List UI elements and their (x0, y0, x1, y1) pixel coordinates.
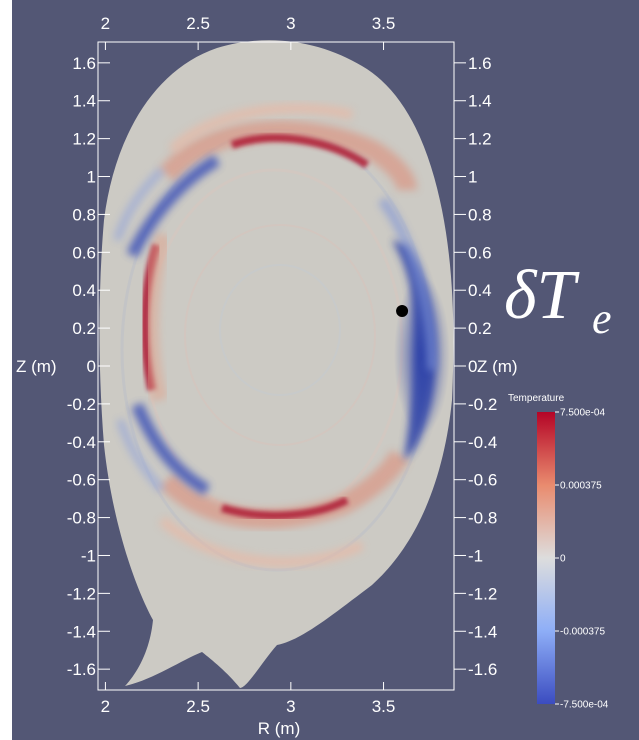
colorbar-title: Temperature (508, 393, 565, 404)
y-tick-label-right-6: 0.4 (468, 281, 492, 300)
y-tick-label-left-11: -0.6 (67, 471, 96, 490)
colorbar-gradient (537, 412, 555, 704)
y-tick-label-left-9: -0.2 (67, 395, 96, 414)
y-tick-label-left-3: 1 (87, 168, 96, 187)
y-tick-label-right-16: -1.6 (468, 660, 497, 679)
y-tick-label-left-7: 0.2 (72, 319, 96, 338)
y-ticks: 1.6 1.6 1.4 1.4 1.2 1.2 1 1 0.8 0.8 0.6 0.6 0.4 0.4 0.… (67, 54, 498, 679)
x-tick-label-bottom-1: 2.5 (186, 697, 210, 716)
y-tick-label-left-0: 1.6 (72, 54, 96, 73)
plasma-boundary (99, 40, 454, 688)
y-tick-label-left-15: -1.4 (67, 622, 96, 641)
colorbar: Temperature 7.500e-04 0.000375 0 -0.000375 -… (508, 393, 609, 711)
lower-left-blue-band (131, 402, 211, 496)
y-tick-label-left-4: 0.8 (72, 205, 96, 224)
y-tick-label-right-11: -0.6 (468, 471, 497, 490)
x-tick-label-top-0: 2 (101, 14, 110, 33)
y-tick-label-right-5: 0.6 (468, 243, 492, 262)
y-tick-label-right-8: 0 (468, 357, 477, 376)
y-tick-label-left-16: -1.6 (67, 660, 96, 679)
y-axis-title-left: Z (m) (16, 357, 57, 376)
y-tick-label-left-6: 0.4 (72, 281, 96, 300)
field-label-subscript: e (592, 294, 612, 343)
y-tick-label-left-5: 0.6 (72, 243, 96, 262)
x-tick-label-bottom-0: 2 (101, 697, 110, 716)
y-tick-label-left-2: 1.2 (72, 130, 96, 149)
y-tick-label-right-10: -0.4 (468, 433, 497, 452)
colorbar-label-1: 0.000375 (560, 481, 602, 492)
x-tick-label-top-2: 3 (286, 14, 295, 33)
y-tick-label-right-13: -1 (468, 546, 483, 565)
plasma-cross-section-plot: 2 2 2.5 2.5 3 3 3.5 3.5 1.6 1.6 1.4 1.4 1.2 1.2 1 1 0.8… (16, 14, 612, 738)
y-tick-label-right-0: 1.6 (468, 54, 492, 73)
x-tick-label-top-1: 2.5 (186, 14, 210, 33)
y-tick-label-right-4: 0.8 (468, 205, 492, 224)
x-tick-label-bottom-3: 3.5 (372, 697, 396, 716)
top-red-arc (159, 120, 417, 192)
y-tick-label-left-12: -0.8 (67, 509, 96, 528)
y-tick-label-right-1: 1.4 (468, 92, 492, 111)
colorbar-label-3: -0.000375 (560, 627, 605, 638)
figure-frame: 2 2 2.5 2.5 3 3 3.5 3.5 1.6 1.6 1.4 1.4 1.2 1.2 1 1 0.8… (12, 0, 639, 740)
x-tick-label-bottom-2: 3 (286, 697, 295, 716)
field-label: δT e (504, 257, 612, 343)
y-tick-label-right-2: 1.2 (468, 130, 492, 149)
x-tick-label-top-3: 3.5 (372, 14, 396, 33)
axes-group: 2 2 2.5 2.5 3 3 3.5 3.5 1.6 1.6 1.4 1.4 1.2 1.2 1 1 0.8… (16, 14, 518, 738)
field-label-main: δT (504, 257, 581, 334)
colorbar-label-2: 0 (560, 554, 566, 565)
y-tick-label-right-15: -1.4 (468, 622, 497, 641)
y-tick-label-left-10: -0.4 (67, 433, 96, 452)
colorbar-label-0: 7.500e-04 (560, 408, 605, 419)
y-tick-label-right-9: -0.2 (468, 395, 497, 414)
y-tick-label-left-1: 1.4 (72, 92, 96, 111)
upper-left-blue-band (126, 154, 221, 258)
colorbar-label-4: -7.500e-04 (560, 700, 609, 711)
y-axis-title-right: Z (m) (477, 357, 518, 376)
y-tick-label-right-7: 0.2 (468, 319, 492, 338)
y-tick-label-left-8: 0 (87, 357, 96, 376)
y-tick-label-right-3: 1 (468, 168, 477, 187)
x-axis-title: R (m) (258, 719, 300, 738)
y-tick-label-right-12: -0.8 (468, 509, 497, 528)
measurement-marker (396, 305, 409, 318)
plasma-field (99, 40, 454, 688)
x-ticks: 2 2 2.5 2.5 3 3 3.5 3.5 (101, 14, 396, 716)
y-tick-label-left-14: -1.2 (67, 584, 96, 603)
colorbar-ticks: 7.500e-04 0.000375 0 -0.000375 -7.500e-04 (555, 408, 609, 711)
y-tick-label-left-13: -1 (81, 546, 96, 565)
y-tick-label-right-14: -1.2 (468, 584, 497, 603)
